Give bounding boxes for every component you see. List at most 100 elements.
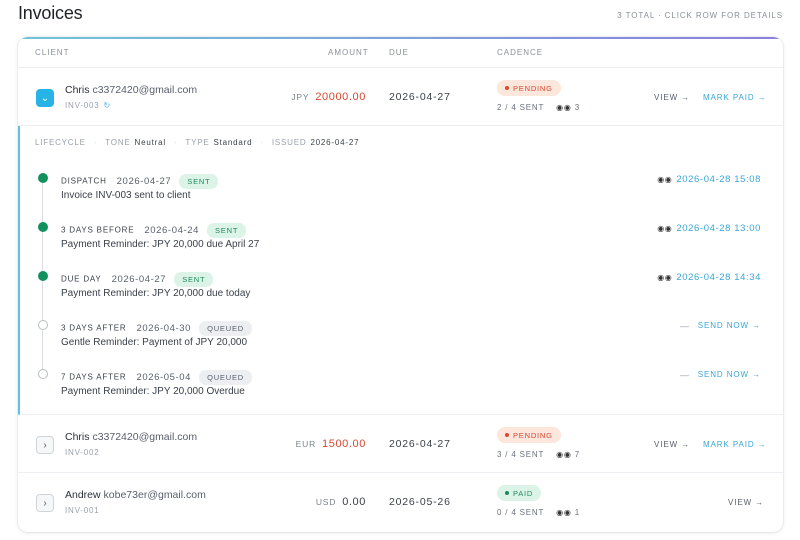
column-header-client: CLIENT bbox=[35, 48, 70, 57]
due-date: 2026-05-26 bbox=[389, 496, 451, 508]
client-name: Andrew bbox=[65, 489, 101, 501]
step-pending-icon bbox=[38, 369, 48, 379]
lifecycle-meta: LIFECYCLE · TONE Neutral · TYPE Standard · ISSUE… bbox=[35, 138, 360, 147]
chevron-down-icon: ⌄ bbox=[40, 92, 50, 104]
step-date: 2026-04-27 bbox=[111, 273, 167, 285]
client-name: Chris bbox=[65, 431, 90, 443]
invoice-id-text: INV-003 bbox=[65, 101, 100, 110]
eyes-icon: ◉◉ bbox=[657, 224, 673, 233]
open-count: 7 bbox=[574, 450, 580, 459]
invoice-id: INV-003 ↻ bbox=[65, 101, 111, 110]
timeline-step: DISPATCH 2026-04-27 SENT Invoice INV-003 s… bbox=[20, 168, 783, 208]
invoice-id: INV-002 bbox=[65, 448, 100, 457]
step-done-icon bbox=[38, 271, 48, 281]
view-button[interactable]: VIEW → bbox=[728, 498, 765, 507]
step-status-badge: SENT bbox=[174, 272, 214, 287]
page-title: Invoices bbox=[18, 3, 83, 23]
table-header: CLIENT AMOUNT DUE CADENCE bbox=[18, 37, 783, 68]
issued-label: ISSUED bbox=[271, 138, 307, 147]
status-badge: PAID bbox=[497, 485, 542, 501]
timeline-step: 3 DAYS BEFORE 2026-04-24 SENT Payment Remi… bbox=[20, 217, 783, 257]
expand-toggle-button[interactable]: › bbox=[36, 494, 54, 512]
cadence-info: 2 / 4 SENT ◉◉ 3 bbox=[497, 103, 580, 112]
cadence-info: 3 / 4 SENT ◉◉ 7 bbox=[497, 450, 580, 459]
step-label: DISPATCH 2026-04-27 SENT bbox=[61, 174, 219, 189]
status-text: PENDING bbox=[513, 83, 553, 93]
card-accent-bar bbox=[18, 37, 783, 39]
step-description: Payment Reminder: JPY 20,000 due April 2… bbox=[61, 239, 260, 250]
type-value: Standard bbox=[213, 138, 253, 147]
step-description: Payment Reminder: JPY 20,000 due today bbox=[61, 288, 251, 299]
step-date: 2026-04-24 bbox=[144, 224, 199, 236]
client-cell: Andrew kobe73er@gmail.com bbox=[65, 489, 206, 501]
tone-label: TONE bbox=[105, 138, 131, 147]
page-header: Invoices 3 TOTAL · CLICK ROW FOR DETAILS bbox=[18, 3, 783, 29]
column-header-cadence: CADENCE bbox=[497, 48, 544, 57]
step-date: 2026-05-04 bbox=[136, 371, 192, 383]
open-count: 1 bbox=[574, 508, 580, 517]
step-status-badge: SENT bbox=[207, 223, 247, 238]
invoice-id: INV-001 bbox=[65, 506, 100, 515]
currency: USD bbox=[315, 497, 337, 507]
timeline-step: 3 DAYS AFTER 2026-04-30 QUEUED Gentle Remi… bbox=[20, 315, 783, 355]
column-header-due: DUE bbox=[389, 48, 409, 57]
step-sent-time: ◉◉ 2026-04-28 13:00 bbox=[657, 223, 761, 234]
amount-value: 0.00 bbox=[342, 496, 366, 508]
client-cell: Chris c3372420@gmail.com bbox=[65, 431, 197, 443]
invoice-table: CLIENT AMOUNT DUE CADENCE ⌄ Chris c33724… bbox=[18, 37, 783, 532]
table-row[interactable]: ⌄ Chris c3372420@gmail.com INV-003 ↻ JPY 2… bbox=[18, 68, 783, 126]
step-done-icon bbox=[38, 173, 48, 183]
due-date: 2026-04-27 bbox=[389, 438, 451, 450]
table-row[interactable]: › Chris c3372420@gmail.com INV-002 EUR 15… bbox=[18, 415, 783, 473]
expand-toggle-button[interactable]: › bbox=[36, 436, 54, 454]
eyes-icon: ◉◉ bbox=[657, 175, 673, 184]
sent-count: 3 / 4 SENT bbox=[497, 450, 545, 459]
step-no-sent-time: — bbox=[680, 321, 689, 331]
sent-count: 0 / 4 SENT bbox=[497, 508, 545, 517]
column-header-amount: AMOUNT bbox=[328, 48, 369, 57]
amount-cell: USD 0.00 bbox=[316, 496, 366, 508]
sent-count: 2 / 4 SENT bbox=[497, 103, 545, 112]
eyes-icon: ◉◉ bbox=[556, 103, 572, 112]
step-date: 2026-04-30 bbox=[136, 322, 192, 334]
tone-value: Neutral bbox=[134, 138, 166, 147]
step-label: 3 DAYS AFTER 2026-04-30 QUEUED bbox=[61, 321, 252, 336]
step-label: 7 DAYS AFTER 2026-05-04 QUEUED bbox=[61, 370, 252, 385]
status-dot-icon bbox=[505, 491, 509, 495]
eyes-icon: ◉◉ bbox=[657, 273, 673, 282]
collapse-toggle-button[interactable]: ⌄ bbox=[36, 89, 54, 107]
cadence-info: 0 / 4 SENT ◉◉ 1 bbox=[497, 508, 580, 517]
send-now-button[interactable]: SEND NOW → bbox=[697, 370, 761, 379]
status-text: PENDING bbox=[513, 430, 553, 440]
client-email: kobe73er@gmail.com bbox=[103, 489, 206, 501]
eyes-icon: ◉◉ bbox=[556, 508, 572, 517]
type-label: TYPE bbox=[185, 138, 210, 147]
step-description: Gentle Reminder: Payment of JPY 20,000 bbox=[61, 337, 248, 348]
step-done-icon bbox=[38, 222, 48, 232]
step-status-badge: QUEUED bbox=[199, 321, 252, 336]
step-date: 2026-04-27 bbox=[116, 175, 172, 187]
mark-paid-button[interactable]: MARK PAID → bbox=[703, 93, 767, 102]
status-badge: PENDING bbox=[497, 427, 561, 443]
status-badge: PENDING bbox=[497, 80, 561, 96]
view-button[interactable]: VIEW → bbox=[654, 93, 691, 102]
amount-value: 1500.00 bbox=[322, 438, 366, 450]
timeline-step: DUE DAY 2026-04-27 SENT Payment Reminder: … bbox=[20, 266, 783, 306]
chevron-right-icon: › bbox=[43, 497, 47, 509]
currency: EUR bbox=[295, 439, 317, 449]
step-sent-time: ◉◉ 2026-04-28 14:34 bbox=[657, 272, 761, 283]
recurring-icon: ↻ bbox=[103, 101, 112, 110]
step-status-badge: QUEUED bbox=[199, 370, 252, 385]
table-row[interactable]: › Andrew kobe73er@gmail.com INV-001 USD 0… bbox=[18, 473, 783, 532]
send-now-button[interactable]: SEND NOW → bbox=[697, 321, 761, 330]
step-no-sent-time: — bbox=[680, 370, 689, 380]
view-button[interactable]: VIEW → bbox=[654, 440, 691, 449]
issued-value: 2026-04-27 bbox=[310, 138, 360, 147]
client-cell: Chris c3372420@gmail.com bbox=[65, 84, 197, 96]
step-description: Invoice INV-003 sent to client bbox=[61, 190, 191, 201]
amount-value: 20000.00 bbox=[315, 91, 366, 103]
due-date: 2026-04-27 bbox=[389, 91, 451, 103]
step-description: Payment Reminder: JPY 20,000 Overdue bbox=[61, 386, 245, 397]
status-text: PAID bbox=[513, 488, 534, 498]
mark-paid-button[interactable]: MARK PAID → bbox=[703, 440, 767, 449]
